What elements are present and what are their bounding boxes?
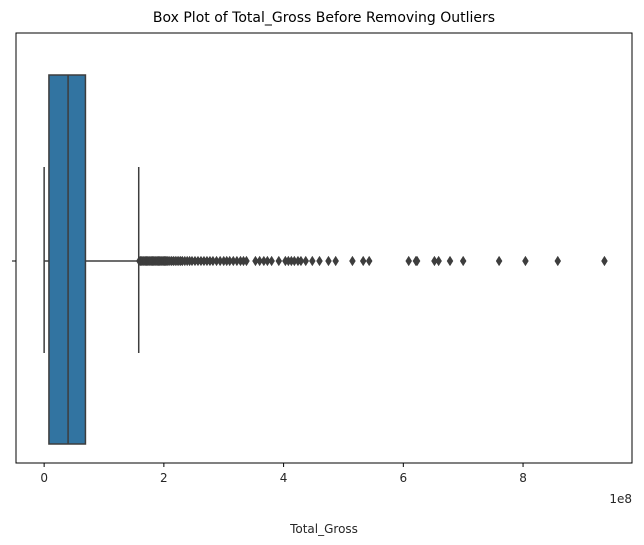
outlier-point <box>435 255 442 267</box>
outlier-point <box>405 255 413 267</box>
x-tick-label: 4 <box>280 471 288 485</box>
outlier-point <box>302 255 310 267</box>
plot-area <box>43 74 608 445</box>
box-iqr <box>48 74 87 445</box>
outlier-point <box>601 255 608 267</box>
outlier-point <box>554 255 562 267</box>
outlier-point <box>359 255 367 267</box>
outlier-point <box>297 255 305 267</box>
outlier-point <box>316 255 323 267</box>
outlier-point <box>495 255 503 267</box>
x-axis-offset-label: 1e8 <box>609 492 632 506</box>
x-tick-label: 2 <box>160 471 168 485</box>
outlier-point <box>325 255 332 267</box>
outlier-point <box>268 255 275 267</box>
outlier-point <box>522 255 529 267</box>
axes-frame <box>15 32 633 464</box>
outlier-point <box>459 255 467 267</box>
outlier-point <box>275 255 283 267</box>
x-axis-label: Total_Gross <box>289 522 358 536</box>
outlier-point <box>309 255 316 267</box>
x-tick-label: 0 <box>40 471 48 485</box>
chart-title: Box Plot of Total_Gross Before Removing … <box>153 10 495 26</box>
outlier-point <box>446 255 454 267</box>
outlier-point <box>365 255 373 267</box>
x-tick-label: 8 <box>519 471 527 485</box>
outlier-point <box>332 255 339 267</box>
x-tick-label: 6 <box>399 471 407 485</box>
outlier-point <box>349 255 356 267</box>
outlier-point <box>413 255 421 267</box>
x-axis-ticks: 0 2 4 6 8 <box>40 463 527 485</box>
outlier-point <box>243 255 250 267</box>
